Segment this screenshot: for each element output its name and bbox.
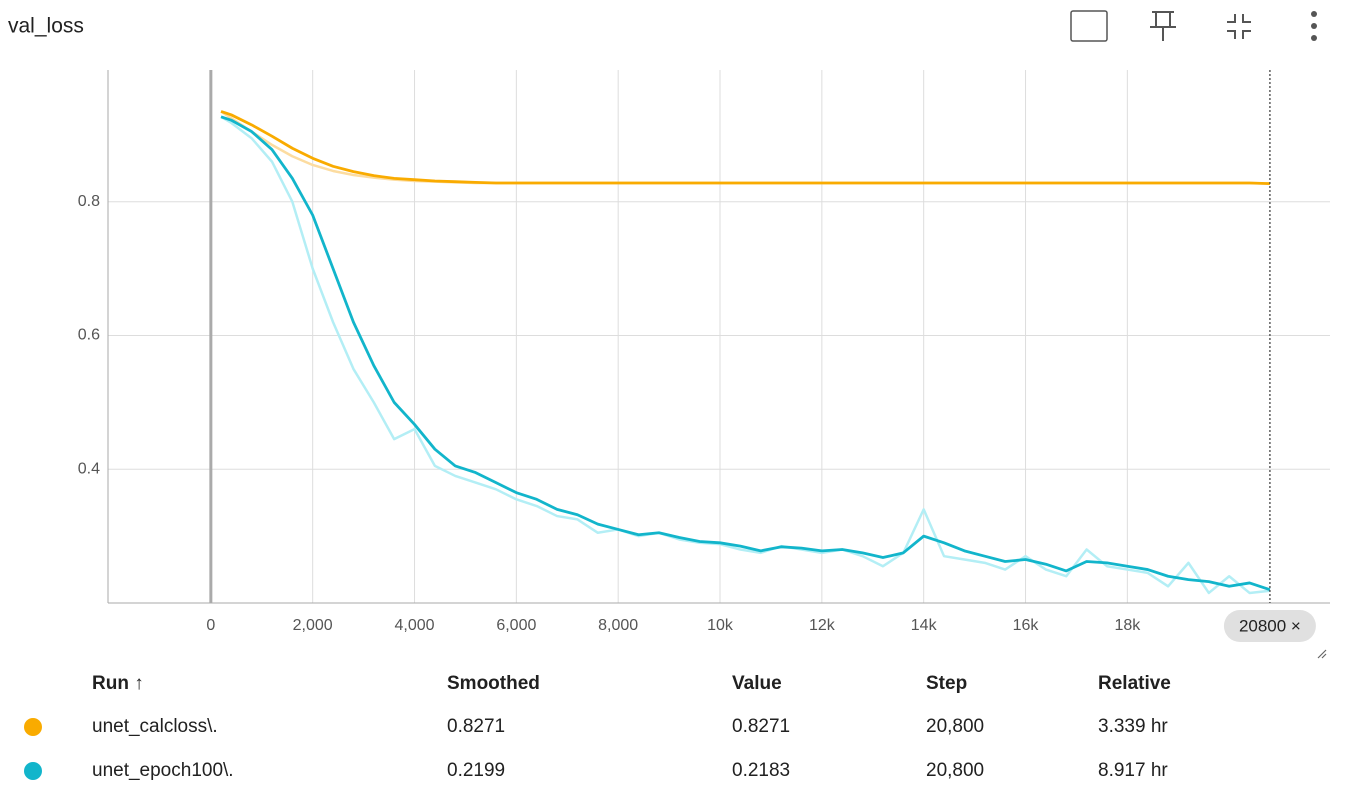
card-title: val_loss [8,15,84,38]
x-tick-label: 0 [206,617,215,634]
fit-button[interactable] [1070,10,1108,42]
x-tick-label: 10k [707,617,734,634]
column-header: Smoothed [447,673,540,694]
cursor-chip [1223,610,1316,642]
smoothed-line [220,110,1270,186]
cell: 0.2199 [447,760,505,781]
data-table: Run ↑ Smoothed Value Step Relative unet_calcl… [24,673,1171,781]
x-tick-label: 16k [1013,617,1040,634]
cell: 8.917 hr [1098,760,1168,781]
cell: 0.8271 [732,716,790,737]
y-tick-label: 0.6 [78,327,100,344]
run-color [24,718,42,736]
cell: 0.8271 [447,716,505,737]
y-tick-label: 0.8 [78,193,100,210]
cursor-label: 20800 × [1239,616,1301,635]
smoothed-line [220,115,1271,592]
collapse-button[interactable] [1227,14,1251,39]
column-header: Relative [1098,673,1171,694]
x-tick-label: 8,000 [598,617,638,634]
column-header: Run ↑ [92,673,144,694]
raw-line [220,115,1271,595]
menu-button[interactable] [1311,11,1317,41]
x-tick-label: 18k [1114,617,1141,634]
cell: 20,800 [926,716,984,737]
run-color [24,762,42,780]
x-tick-label: 2,000 [293,617,333,634]
raw-line [220,110,1270,185]
column-header: Value [732,673,782,694]
x-tick-label: 12k [809,617,836,634]
y-tick-label: 0.4 [78,460,100,477]
cell: 3.339 hr [1098,716,1168,737]
plot: 0.4 0.6 0.8 0 2,000 4,000 6,000 8,000 10k 12k 14k 1… [78,70,1330,642]
x-tick-label: 14k [911,617,938,634]
cell: unet_epoch100\. [92,760,234,781]
cell: 0.2183 [732,760,790,781]
pin-button[interactable] [1150,11,1176,41]
cell: unet_calcloss\. [92,716,218,737]
resize-handle[interactable] [1317,649,1327,659]
x-tick-label: 6,000 [496,617,536,634]
x-tick-label: 4,000 [394,617,434,634]
toolbar [1070,10,1317,42]
column-header: Step [926,673,967,694]
cell: 20,800 [926,760,984,781]
